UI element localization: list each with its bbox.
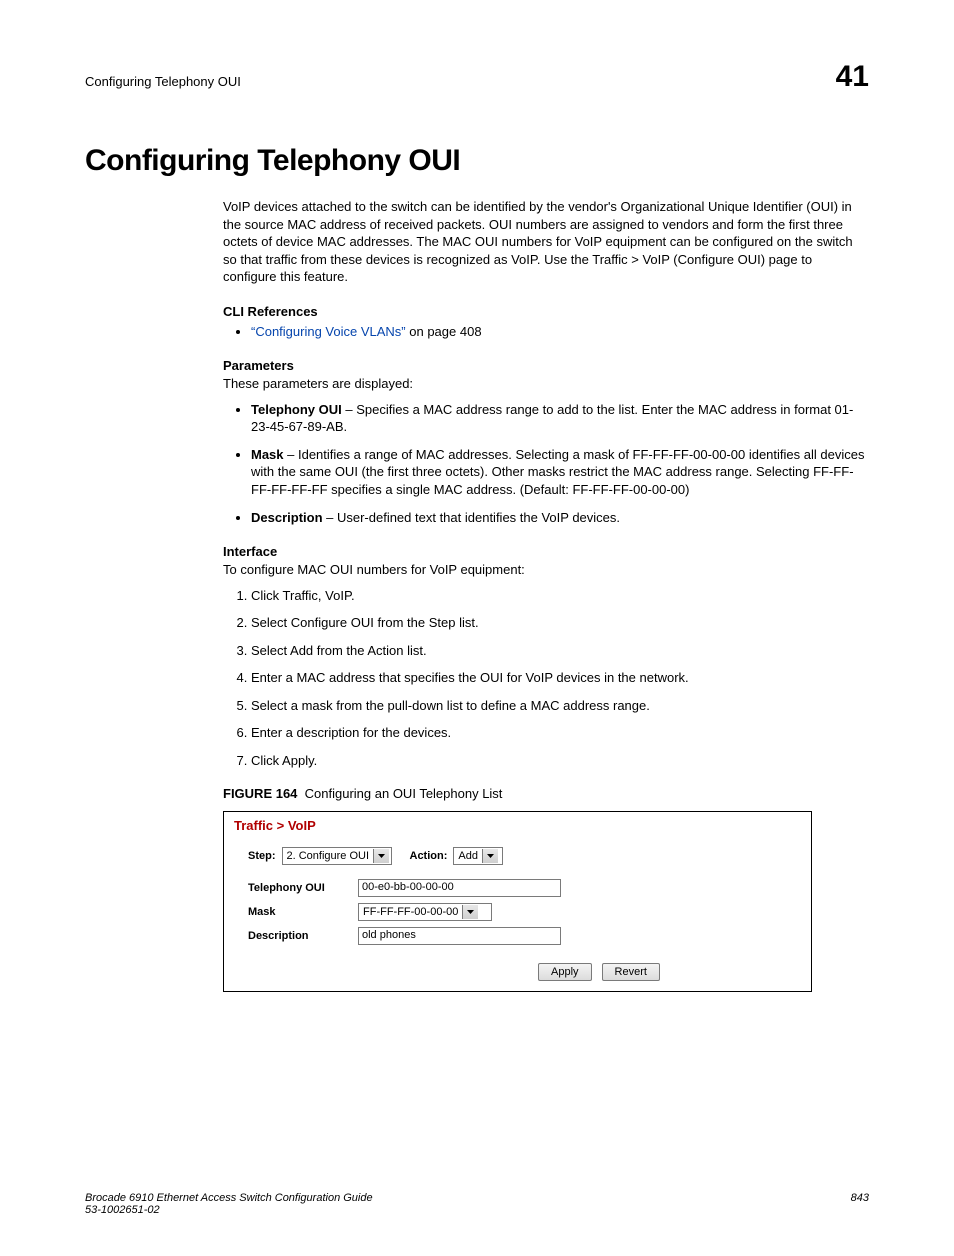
figure-caption: FIGURE 164 Configuring an OUI Telephony … [223,785,869,803]
footer-doc-number: 53-1002651-02 [85,1204,160,1216]
mask-dropdown[interactable]: FF-FF-FF-00-00-00 [358,903,492,921]
step-dropdown[interactable]: 2. Configure OUI [282,847,392,865]
apply-button[interactable]: Apply [538,963,592,981]
footer-page-number: 843 [851,1192,869,1216]
footer-book-title: Brocade 6910 Ethernet Access Switch Conf… [85,1192,373,1204]
param-desc: – Specifies a MAC address range to add t… [251,402,853,435]
step-dropdown-value: 2. Configure OUI [283,850,374,862]
footer-left: Brocade 6910 Ethernet Access Switch Conf… [85,1192,373,1216]
action-label: Action: [410,850,448,862]
cli-references-heading: CLI References [223,304,869,319]
description-input[interactable]: old phones [358,927,561,945]
param-term: Telephony OUI [251,402,342,417]
intro-paragraph: VoIP devices attached to the switch can … [223,198,869,286]
param-term: Description [251,510,323,525]
figure-number: FIGURE 164 [223,786,297,801]
step-item: Click Apply. [251,752,869,770]
cli-reference-item: “Configuring Voice VLANs” on page 408 [251,323,869,341]
cli-reference-link[interactable]: “Configuring Voice VLANs” [251,324,406,339]
description-label: Description [248,930,358,942]
figure-title: Configuring an OUI Telephony List [305,786,503,801]
chevron-down-icon [462,905,478,919]
chevron-down-icon [373,849,389,863]
interface-heading: Interface [223,544,869,559]
page-title: Configuring Telephony OUI [85,144,869,178]
interface-lead: To configure MAC OUI numbers for VoIP eq… [223,561,869,579]
mask-label: Mask [248,906,358,918]
action-dropdown[interactable]: Add [453,847,503,865]
parameters-heading: Parameters [223,358,869,373]
step-item: Select Add from the Action list. [251,642,869,660]
step-label: Step: [248,850,276,862]
revert-button[interactable]: Revert [602,963,660,981]
param-item: Telephony OUI – Specifies a MAC address … [251,401,869,436]
cli-reference-suffix: on page 408 [406,324,482,339]
figure-screenshot: Traffic > VoIP Step: 2. Configure OUI Ac… [223,811,812,992]
running-title: Configuring Telephony OUI [85,74,241,89]
param-desc: – Identifies a range of MAC addresses. S… [251,447,864,497]
param-desc: – User-defined text that identifies the … [323,510,621,525]
breadcrumb: Traffic > VoIP [224,812,811,839]
action-dropdown-value: Add [454,850,482,862]
param-item: Mask – Identifies a range of MAC address… [251,446,869,499]
step-item: Enter a description for the devices. [251,724,869,742]
mask-dropdown-value: FF-FF-FF-00-00-00 [359,906,462,918]
chapter-number: 41 [836,60,869,94]
step-item: Select Configure OUI from the Step list. [251,614,869,632]
step-item: Enter a MAC address that specifies the O… [251,669,869,687]
telephony-oui-input[interactable]: 00-e0-bb-00-00-00 [358,879,561,897]
step-item: Click Traffic, VoIP. [251,587,869,605]
param-term: Mask [251,447,284,462]
chevron-down-icon [482,849,498,863]
parameters-lead: These parameters are displayed: [223,375,869,393]
param-item: Description – User-defined text that ide… [251,509,869,527]
telephony-oui-label: Telephony OUI [248,882,358,894]
step-item: Select a mask from the pull-down list to… [251,697,869,715]
